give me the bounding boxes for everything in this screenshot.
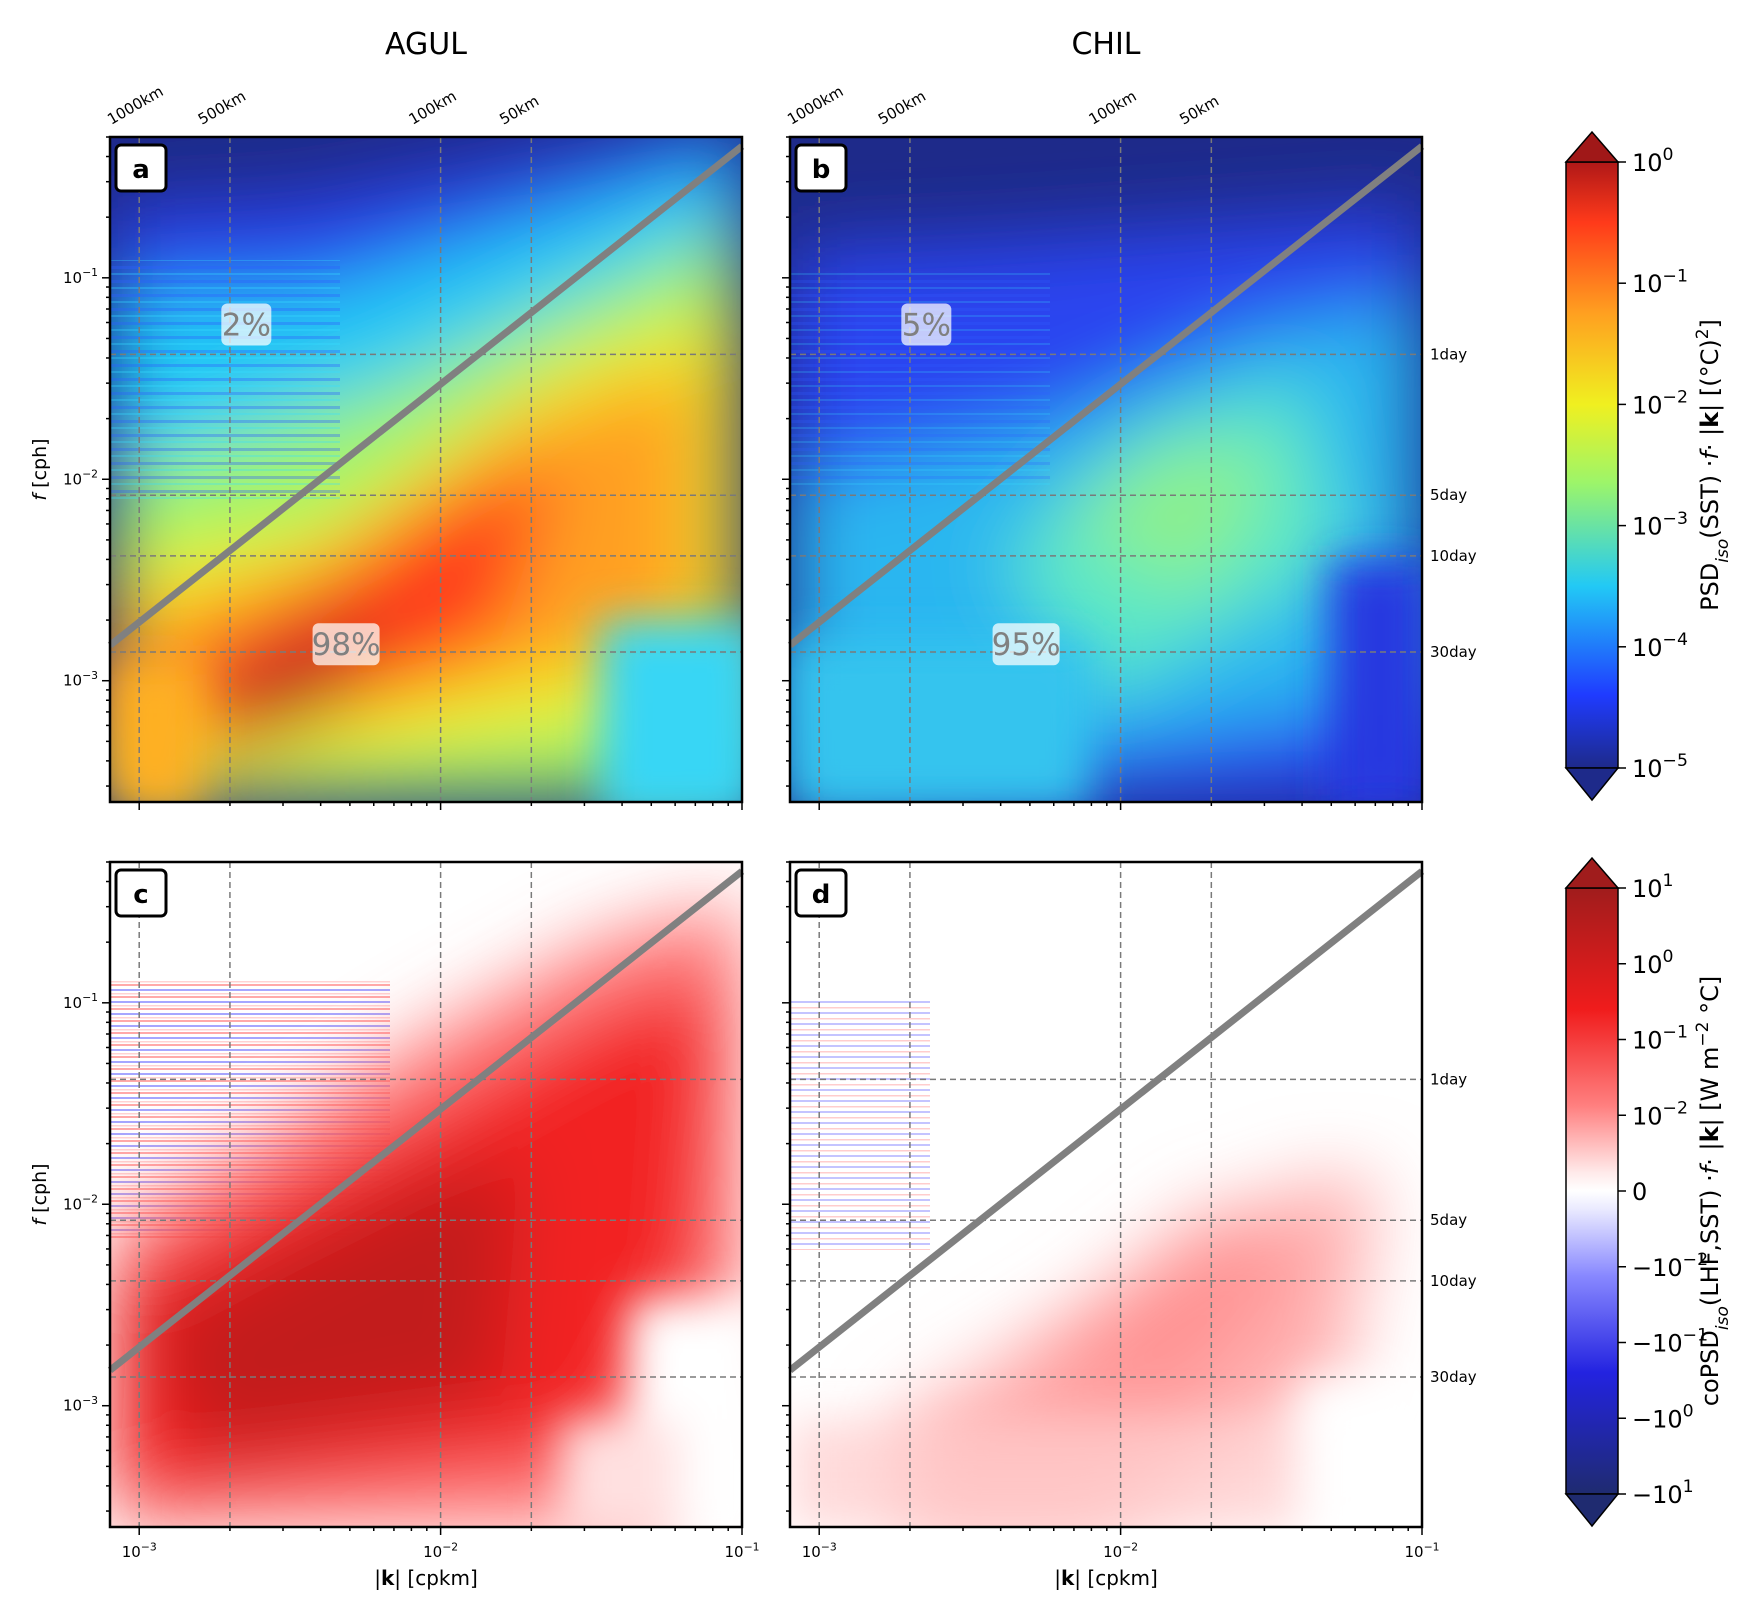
panel-b <box>790 137 1422 802</box>
colorbar-psd-top-extend <box>1564 130 1620 163</box>
colorbar-psd-label: PSDiso(SST) ·f· |k| [(°C)2] <box>1693 319 1733 611</box>
colorbar-psd-ticks: 100 10−1 10−2 10−3 10−4 10−5 PSDiso(SST) ·f· |… <box>1618 145 1733 783</box>
annotation-box <box>901 303 952 346</box>
y-tick-label: 10−2 <box>63 468 98 489</box>
colorbar-psd-tick-label: 10−2 <box>1632 388 1688 420</box>
annotation-box <box>992 623 1060 666</box>
annotation-percent: 2% <box>222 307 271 343</box>
x-tick-label: 10−1 <box>1404 1540 1439 1561</box>
x-tick-label: 10−3 <box>122 1540 157 1561</box>
top-axis-wavelength-label: 500km <box>875 87 929 129</box>
colorbar-psd-tick-label: 10−3 <box>1632 509 1688 541</box>
top-axis-wavelength-label: 50km <box>1176 92 1222 129</box>
right-axis-period-label: 30day <box>1430 643 1477 661</box>
colorbar-copsd-tick-label: 0 <box>1632 1178 1647 1206</box>
plot-frame <box>108 860 744 1529</box>
y-axis-label: f [cph] <box>29 438 51 500</box>
y-tick-label: 10−1 <box>63 991 98 1012</box>
colorbar-copsd-bottom-extend <box>1564 1493 1620 1528</box>
panel-a <box>110 137 742 802</box>
colorbar-copsd-tick-label: 10−2 <box>1632 1098 1688 1130</box>
top-axis-wavelength-label: 500km <box>195 87 249 129</box>
x-tick-label: 10−2 <box>1103 1540 1138 1561</box>
colorbar-copsd-tick-label: −101 <box>1632 1477 1694 1509</box>
diagonal-line <box>787 868 1425 1373</box>
top-axis-wavelength-label: 1000km <box>784 82 846 128</box>
colorbar-copsd-ticks: 101 100 10−1 10−2 0 −10−2 −10−1 −100 −101 coPSDis… <box>1618 871 1733 1509</box>
colorbar-copsd-tick-label: −10−1 <box>1632 1326 1708 1358</box>
right-axis-period-label: 10day <box>1430 547 1477 565</box>
colorbar-psd <box>1564 130 1620 802</box>
colorbar-copsd-tick-label: 100 <box>1632 947 1674 979</box>
colorbar-copsd-tick-label: −10−2 <box>1632 1250 1708 1282</box>
colorbar-psd-tick-label: 100 <box>1632 145 1674 177</box>
panel-label-box <box>114 143 168 193</box>
right-axis-period-label: 5day <box>1430 486 1467 504</box>
x-axis-label: |k| [cpkm] <box>1054 1566 1158 1590</box>
colorbar-psd-tick-label: 10−4 <box>1632 630 1688 662</box>
panel-label: d <box>812 880 831 910</box>
top-axis-wavelength-label: 100km <box>406 87 460 129</box>
colorbar-copsd-tick-label: −100 <box>1632 1401 1694 1433</box>
annotation-percent: 95% <box>992 627 1061 663</box>
top-axis-wavelength-label: 50km <box>496 92 542 129</box>
right-axis-period-label: 30day <box>1430 1368 1477 1386</box>
panel-label: a <box>132 155 150 185</box>
panel-c <box>110 862 742 1527</box>
annotation-percent: 98% <box>312 627 381 663</box>
plot-frame <box>788 860 1424 1529</box>
x-axis-label: |k| [cpkm] <box>374 1566 478 1590</box>
right-axis-period-label: 10day <box>1430 1272 1477 1290</box>
panel-label-box <box>114 868 168 918</box>
colorbar-copsd-label: coPSDiso(LHF,SST) ·f· |k| [W m−2 °C] <box>1693 976 1733 1406</box>
y-tick-label: 10−3 <box>63 669 98 690</box>
x-tick-label: 10−3 <box>802 1540 837 1561</box>
column-title-agul: AGUL <box>385 27 467 62</box>
colorbar-psd-bottom-extend <box>1564 767 1620 802</box>
colorbar-copsd-tick-label: 101 <box>1632 871 1674 903</box>
colorbar-copsd-tick-label: 10−1 <box>1632 1023 1688 1055</box>
plot-frame <box>788 135 1424 804</box>
colorbar-copsd-top-extend <box>1564 856 1620 889</box>
annotation-percent: 5% <box>902 307 951 343</box>
colorbar-psd-tick-label: 10−5 <box>1632 751 1688 783</box>
panel-label-box <box>794 868 848 918</box>
colorbar-psd-tick-label: 10−1 <box>1632 266 1688 298</box>
panel-d-overlay: d 10−3 10−2 10−1 |k| [cpkm] 1day 5day 10day 30da… <box>782 860 1477 1590</box>
panel-label-box <box>794 143 848 193</box>
panel-label: b <box>812 155 831 185</box>
diagonal-line <box>107 868 745 1373</box>
panel-d <box>790 862 1422 1527</box>
colorbar-copsd <box>1564 856 1620 1528</box>
y-axis-label: f [cph] <box>29 1163 51 1225</box>
x-tick-label: 10−2 <box>423 1540 458 1561</box>
top-axis-wavelength-label: 100km <box>1086 87 1140 129</box>
right-axis-period-label: 1day <box>1430 345 1467 363</box>
top-axis-wavelength-label: 1000km <box>104 82 166 128</box>
plot-frame <box>108 135 744 804</box>
panel-c-overlay: c 10−3 10−2 10−1 |k| [cpkm] 10−3 10−2 10−1 f [cp… <box>29 860 760 1590</box>
colorbar-copsd-bar <box>1565 887 1619 1495</box>
y-tick-label: 10−3 <box>63 1394 98 1415</box>
y-tick-label: 10−1 <box>63 266 98 287</box>
right-axis-period-label: 1day <box>1430 1070 1467 1088</box>
annotation-box <box>221 303 272 346</box>
diagonal-line <box>787 143 1425 648</box>
x-tick-label: 10−1 <box>724 1540 759 1561</box>
column-title-chil: CHIL <box>1071 27 1140 62</box>
colorbar-psd-bar <box>1565 161 1619 769</box>
right-axis-period-label: 5day <box>1430 1211 1467 1229</box>
y-tick-label: 10−2 <box>63 1193 98 1214</box>
panel-label: c <box>133 880 148 910</box>
annotation-box <box>312 623 380 666</box>
diagonal-line <box>107 143 745 648</box>
